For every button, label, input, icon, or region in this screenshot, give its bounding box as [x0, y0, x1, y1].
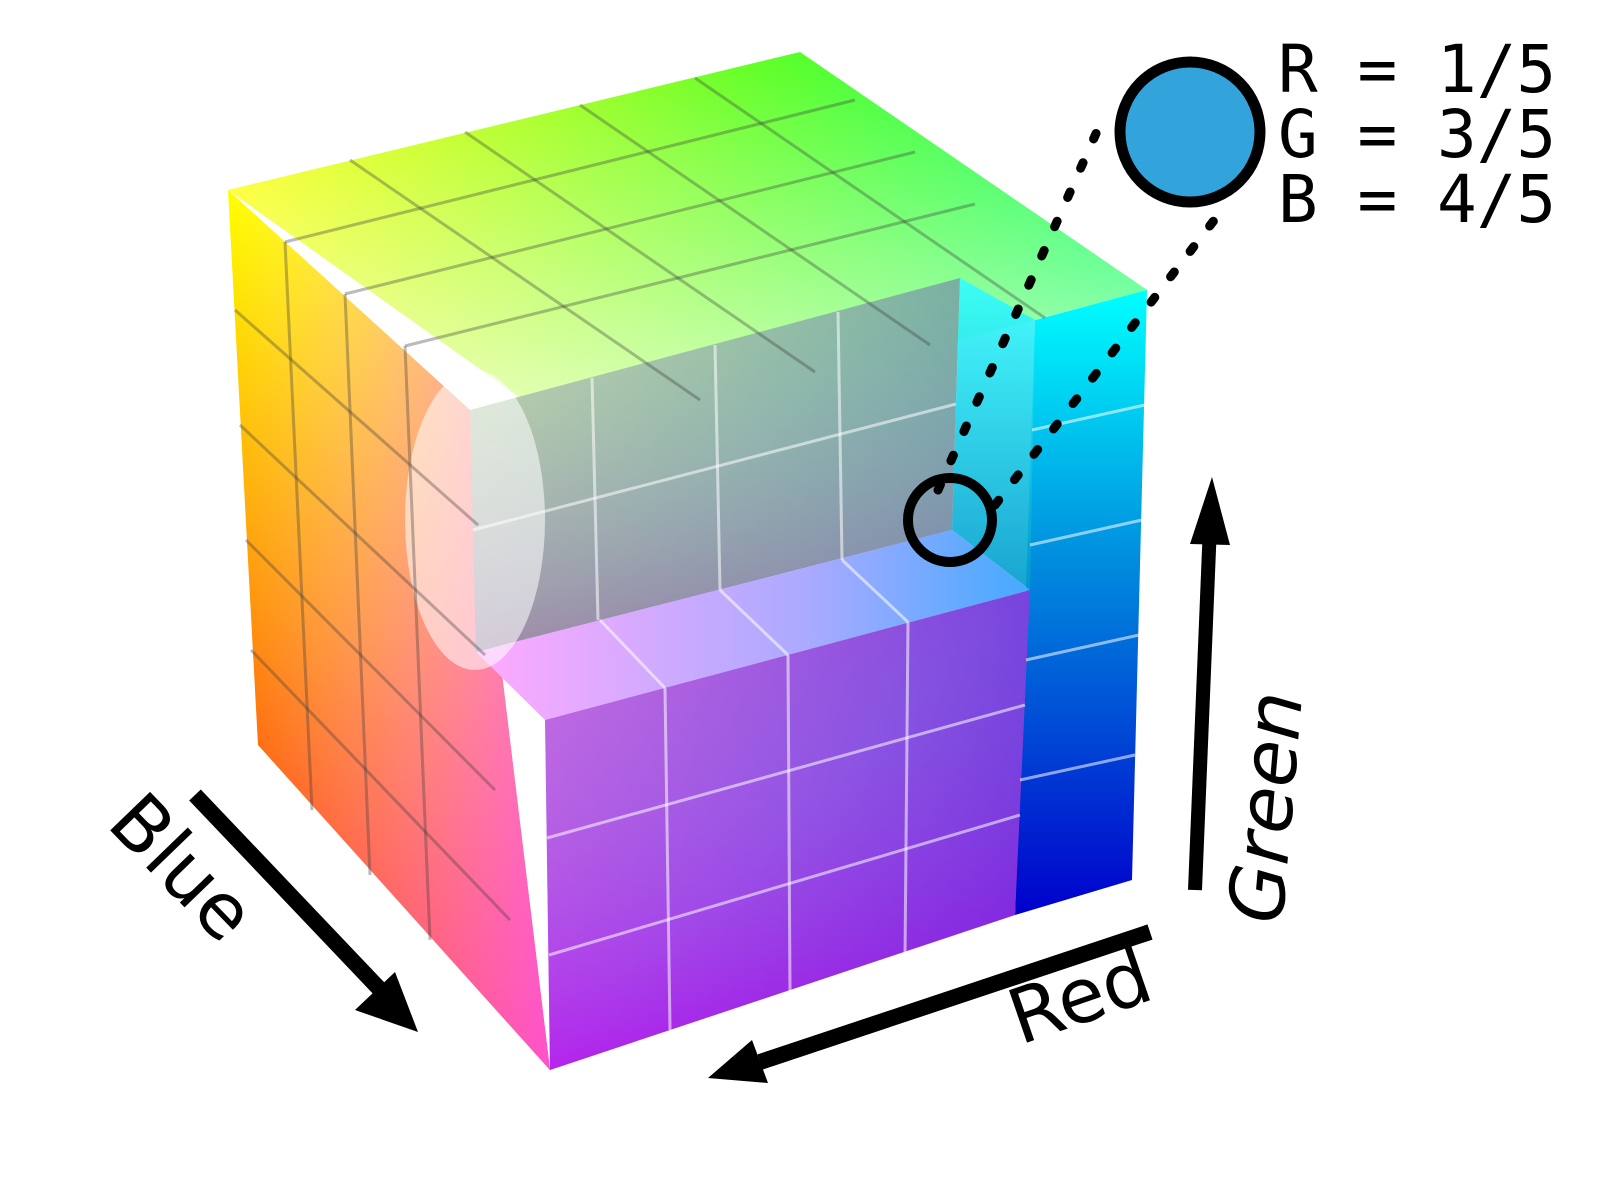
- legend-r-value: R = 1/5: [1278, 31, 1556, 108]
- green-axis-arrow-head: [1190, 477, 1230, 545]
- back-wall-grid: [472, 311, 957, 621]
- cube-right-face: [1015, 290, 1147, 915]
- legend-g-value: G = 3/5: [1278, 96, 1556, 173]
- left-face-grid: [234, 241, 512, 941]
- rgb-cube: [228, 52, 1147, 1070]
- selected-cell-ring: [903, 473, 997, 567]
- selection-callout: [903, 56, 1266, 567]
- selected-color-swatch: [1114, 56, 1266, 208]
- callout-dotted-line-right: [990, 205, 1227, 510]
- green-axis-label: Green: [1211, 688, 1320, 927]
- green-axis-arrow-shaft: [1188, 524, 1217, 891]
- green-axis: Green: [1188, 477, 1320, 927]
- floor-grid: [598, 558, 910, 690]
- notch-column-face: [952, 278, 1035, 590]
- front-grid: [546, 621, 1026, 1031]
- right-face-grid: [1019, 403, 1146, 782]
- notch-floor: [476, 530, 1030, 720]
- callout-dotted-line-left: [933, 115, 1107, 495]
- red-axis-label: Red: [997, 931, 1163, 1062]
- blue-axis-arrow-head: [355, 972, 418, 1032]
- blue-axis-arrow-shaft: [189, 789, 396, 1006]
- blue-axis-label: Blue: [92, 776, 273, 959]
- red-axis-arrow-shaft: [757, 924, 1153, 1070]
- top-face-grid: [284, 76, 1046, 402]
- red-axis-arrow-head: [708, 1040, 768, 1083]
- legend-b-value: B = 4/5: [1278, 161, 1556, 238]
- white-corner-glow: [405, 370, 545, 670]
